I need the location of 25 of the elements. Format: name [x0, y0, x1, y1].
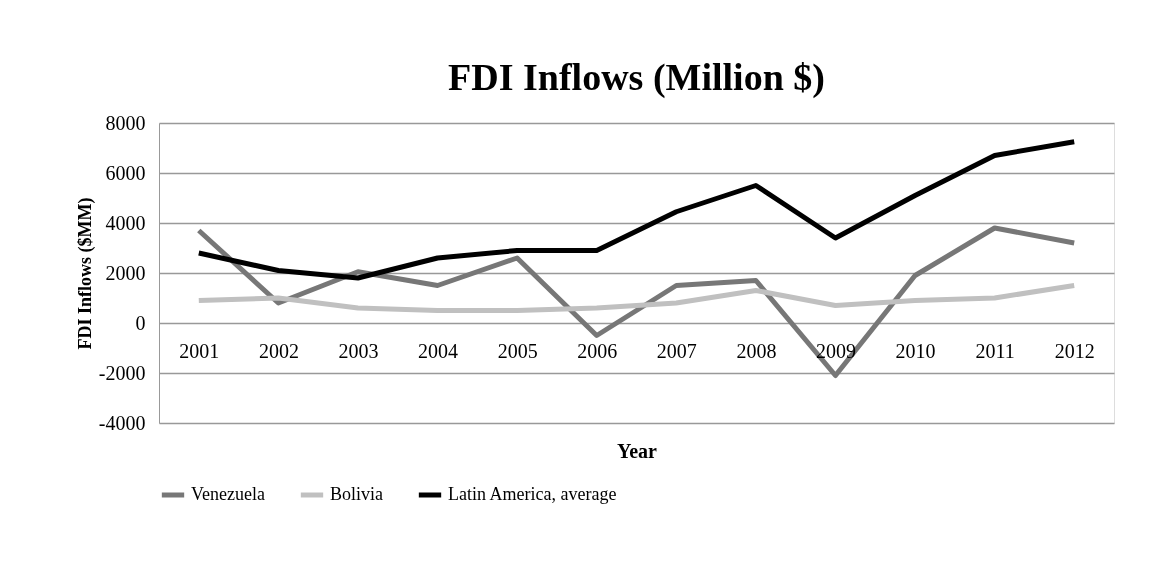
y-tick-label: 2000 — [105, 261, 146, 284]
x-tick-label: 2012 — [1054, 339, 1095, 362]
x-tick-label: 2007 — [656, 339, 697, 362]
y-tick-label: -2000 — [98, 361, 146, 384]
y-axis-title: FDI Inflows ($MM) — [74, 197, 96, 350]
x-tick-label: 2002 — [258, 339, 299, 362]
legend-label: Latin America, average — [448, 484, 617, 504]
x-tick-label: 2010 — [895, 339, 936, 362]
chart-title: FDI Inflows (Million $) — [448, 56, 825, 99]
x-axis-title: Year — [617, 439, 658, 462]
x-tick-label: 2001 — [179, 339, 220, 362]
x-tick-label: 2005 — [497, 339, 538, 362]
x-tick-label: 2008 — [736, 339, 777, 362]
x-tick-label: 2011 — [975, 339, 1015, 362]
x-tick-label: 2006 — [577, 339, 618, 362]
legend-label: Bolivia — [330, 484, 384, 504]
legend-label: Venezuela — [191, 484, 265, 504]
y-tick-label: 6000 — [105, 161, 146, 184]
y-tick-label: 8000 — [105, 111, 146, 134]
x-tick-label: 2004 — [418, 339, 459, 362]
x-tick-label: 2003 — [338, 339, 379, 362]
y-tick-label: 4000 — [105, 211, 146, 234]
y-tick-label: 0 — [135, 311, 146, 334]
y-tick-label: -4000 — [98, 411, 146, 434]
x-tick-label: 2009 — [815, 339, 856, 362]
